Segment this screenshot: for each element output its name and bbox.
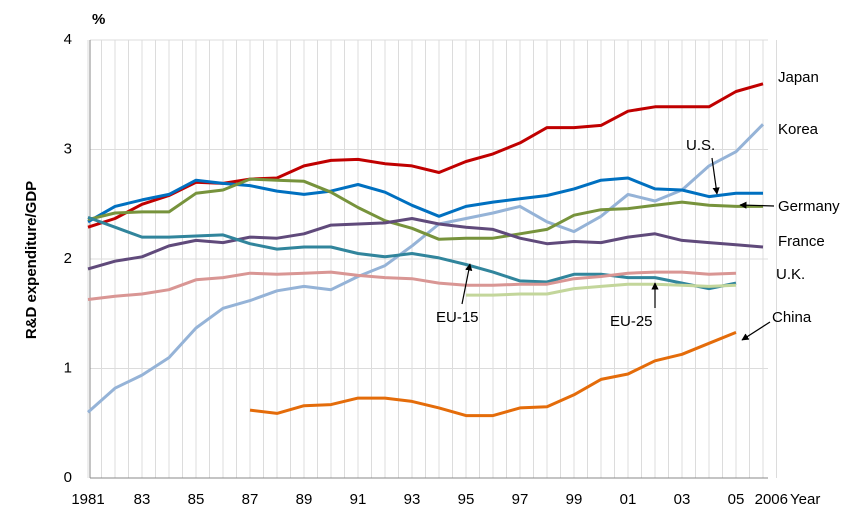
series-line <box>87 217 764 271</box>
series-label: Germany <box>778 198 840 215</box>
annotation-arrow <box>739 201 775 209</box>
y-axis-label: R&D expenditure/GDP <box>23 181 40 339</box>
x-tick-label: 01 <box>620 491 637 508</box>
series-label: U.K. <box>776 266 805 283</box>
series-label: EU-25 <box>610 313 653 330</box>
series-label: France <box>778 233 825 250</box>
x-tick-label: 93 <box>404 491 421 508</box>
series-line <box>466 282 737 297</box>
x-tick-label: 1981 <box>71 491 104 508</box>
series-label: Korea <box>778 121 819 138</box>
y-tick-label: 0 <box>64 469 72 486</box>
x-tick-label: 95 <box>458 491 475 508</box>
series-label: Japan <box>778 69 819 86</box>
x-tick-label: 99 <box>566 491 583 508</box>
y-tick-label: 3 <box>64 140 72 157</box>
x-tick-label: 03 <box>674 491 691 508</box>
x-tick-label: 85 <box>188 491 205 508</box>
x-tick-label: 2006 <box>755 491 788 508</box>
series-line <box>249 331 737 418</box>
series-line <box>87 177 763 241</box>
series-line <box>87 82 764 229</box>
series-label: China <box>772 309 812 326</box>
x-tick-label: 97 <box>512 491 529 508</box>
x-axis-label: Year <box>790 491 820 508</box>
series-label: U.S. <box>686 137 715 154</box>
annotation-arrow <box>461 263 473 305</box>
series-line <box>87 270 737 301</box>
y-tick-label: 1 <box>64 359 72 376</box>
x-tick-label: 83 <box>134 491 151 508</box>
y-tick-label: 4 <box>64 31 72 48</box>
y-tick-label: 2 <box>64 250 72 267</box>
x-tick-label: 91 <box>350 491 367 508</box>
series-label: EU-15 <box>436 309 479 326</box>
series-line <box>87 176 763 224</box>
x-tick-label: 05 <box>728 491 745 508</box>
x-tick-label: 89 <box>296 491 313 508</box>
unit-label: % <box>92 11 105 28</box>
x-tick-label: 87 <box>242 491 259 508</box>
series-line <box>87 215 737 291</box>
annotation-arrow <box>711 157 720 195</box>
annotation-arrow <box>741 321 771 341</box>
